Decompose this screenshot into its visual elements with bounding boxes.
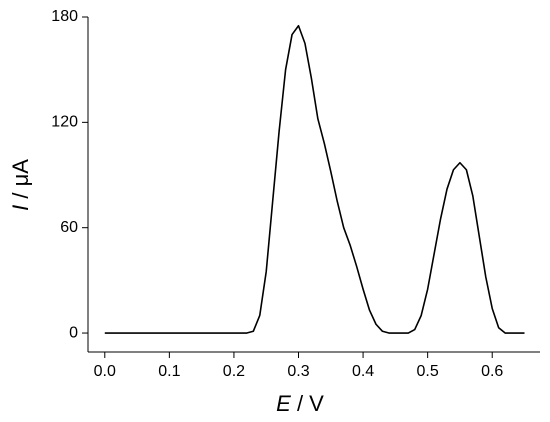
x-axis-label: E / V [276,391,324,416]
x-tick-label: 0.4 [352,363,374,380]
y-label-symbol: I [8,205,33,211]
y-tick-label: 120 [51,114,78,131]
x-tick-label: 0.1 [158,363,180,380]
x-label-symbol: E [276,391,291,416]
x-tick-label: 0.6 [481,363,503,380]
x-tick-label: 0.0 [94,363,116,380]
x-tick-label: 0.3 [287,363,309,380]
x-tick-label: 0.5 [417,363,439,380]
y-tick-label: 180 [51,8,78,25]
y-tick-label: 60 [60,219,78,236]
y-tick-label: 0 [69,324,78,341]
y-label-unit: / μA [8,159,33,199]
y-axis-label: I / μA [8,159,33,211]
x-tick-label: 0.2 [223,363,245,380]
data-line [104,24,525,334]
x-label-unit: / V [297,391,324,416]
